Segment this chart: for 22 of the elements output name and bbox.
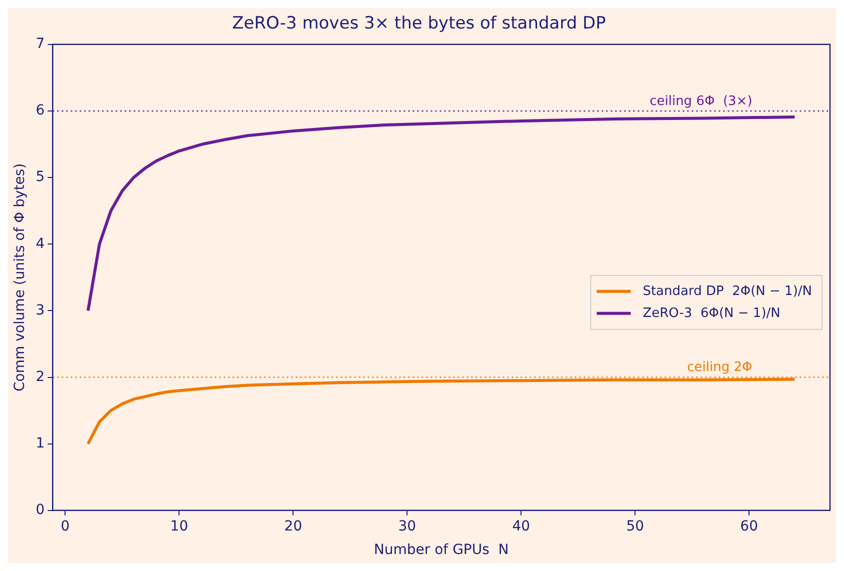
ref-line-label: ceiling 2Φ [687,360,752,376]
y-tick-label: 1 [36,435,45,452]
x-axis-title: Number of GPUs N [374,542,509,558]
y-axis-title: Comm volume (units of Φ bytes) [12,163,28,392]
chart-title: ZeRO-3 moves 3× the bytes of standard DP [232,14,606,34]
y-tick-label: 5 [36,169,45,186]
y-tick-label: 2 [36,368,45,385]
legend-label: ZeRO-3 6Φ(N − 1)/N [642,306,780,321]
x-tick-label: 50 [626,518,644,534]
x-tick-label: 60 [740,518,758,534]
x-tick-label: 20 [284,518,302,534]
legend-label: Standard DP 2Φ(N − 1)/N [642,284,812,299]
x-tick-label: 0 [60,518,70,534]
x-tick-label: 10 [170,518,188,534]
y-tick-label: 3 [36,302,45,318]
x-tick-label: 40 [512,518,530,534]
y-tick-label: 6 [36,102,45,119]
y-tick-label: 4 [36,236,45,252]
y-tick-label: 7 [36,36,45,52]
y-tick-label: 0 [36,502,45,518]
x-tick-label: 30 [398,518,416,534]
ref-line-label: ceiling 6Φ (3×) [650,94,752,109]
